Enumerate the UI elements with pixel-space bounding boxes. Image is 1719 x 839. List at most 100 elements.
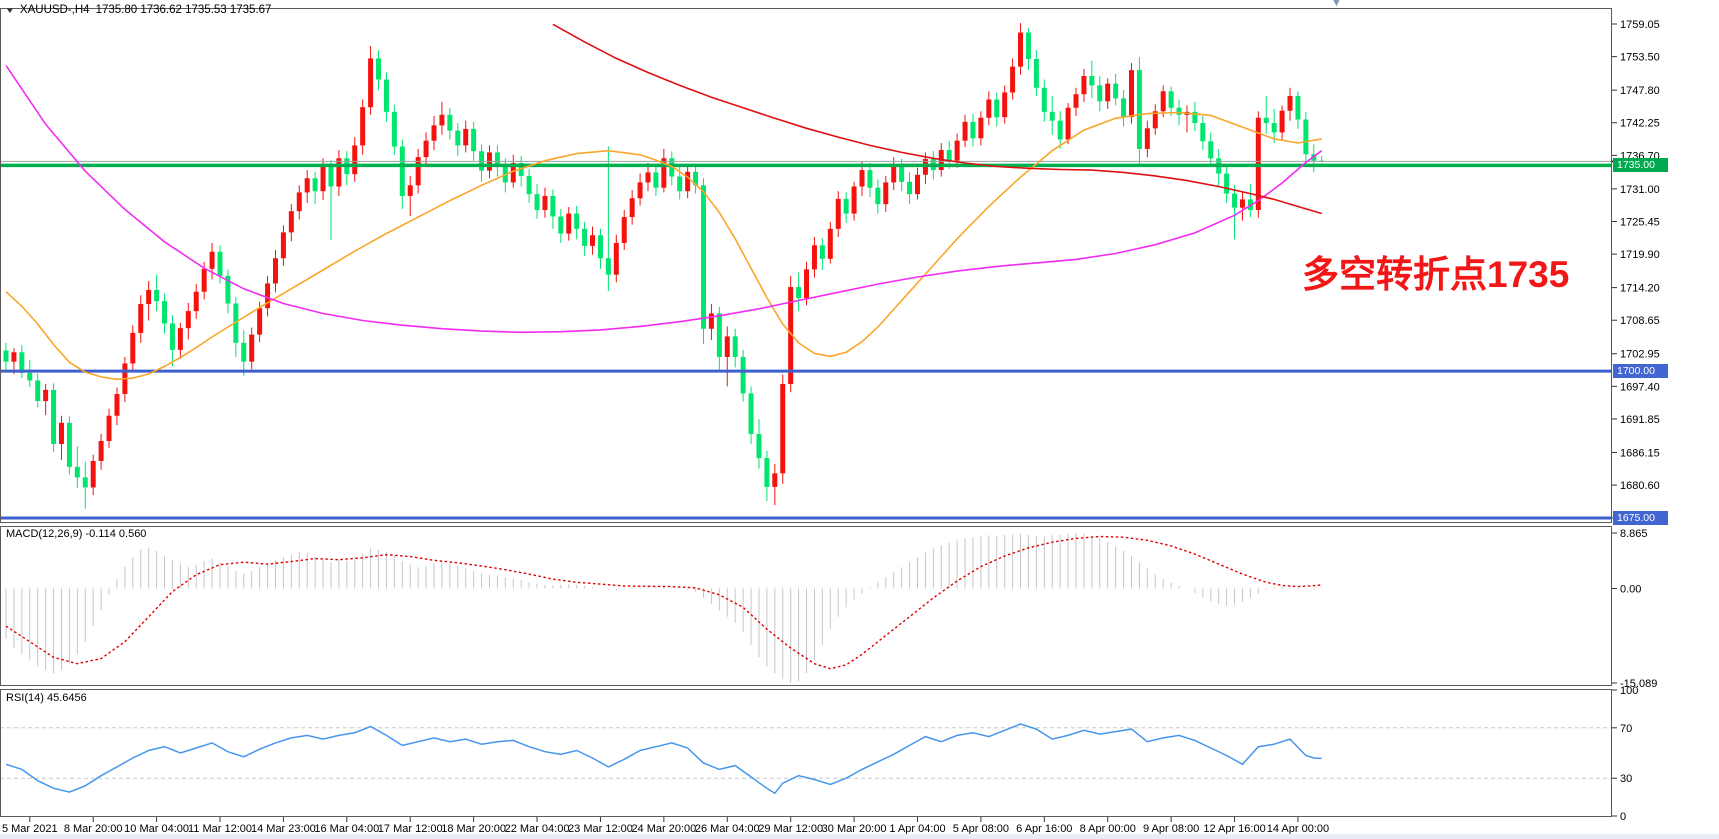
time-axis-label: 10 Mar 04:00 [124, 823, 189, 835]
time-axis-label: 30 Mar 20:00 [822, 823, 887, 835]
candle-body-bull [43, 389, 49, 402]
macd-axis-label: -15.089 [1620, 678, 1657, 690]
candle-body-bear [518, 163, 524, 176]
candle-body-bull [1128, 70, 1134, 118]
macd-panel[interactable] [5, 533, 1323, 683]
candle-body-bull [621, 217, 627, 243]
ma-mid-magenta [5, 64, 1323, 334]
price-badge-1700: 1700.00 [1613, 364, 1668, 379]
rsi-axis-label: 100 [1620, 685, 1638, 697]
candle-body-bull [637, 182, 643, 199]
candle-body-bull [590, 235, 596, 246]
time-axis-label: 11 Mar 12:00 [188, 823, 252, 835]
price-axis-label: 1731.00 [1620, 184, 1660, 196]
candle-body-bear [82, 477, 88, 488]
candle-body-bull [1073, 94, 1079, 108]
candle-body-bull [249, 334, 255, 362]
time-axis-label: 6 Apr 16:00 [1016, 823, 1072, 835]
candle-body-bear [597, 235, 603, 259]
candle-body-bear [526, 175, 532, 195]
price-axis-label: 1747.80 [1620, 85, 1660, 97]
panel-border [0, 526, 1612, 686]
price-axis-label: 1686.15 [1620, 447, 1660, 459]
candle-body-bull [645, 172, 651, 183]
candle-body-bull [201, 268, 207, 292]
candle-body-bear [383, 79, 389, 112]
candle-body-bear [907, 181, 913, 195]
candle-body-bear [225, 275, 231, 304]
price-panel[interactable] [0, 23, 1612, 520]
candle-body-bull [177, 328, 183, 350]
candle-body-bull [1002, 92, 1008, 118]
annotation-text[interactable]: 多空转折点1735 [1302, 254, 1570, 295]
candle-body-bull [772, 473, 778, 487]
candle-body-bull [463, 128, 469, 146]
candle-body-bull [1239, 199, 1245, 208]
candle-body-bull [788, 287, 794, 384]
time-axis-label: 14 Mar 23:00 [251, 823, 316, 835]
price-axis-label: 1697.40 [1620, 381, 1660, 393]
macd-signal-line [5, 535, 1322, 670]
candle-body-bear [1224, 173, 1230, 194]
candle-body-bull [415, 157, 421, 186]
triangle-down-icon[interactable]: ▼ [4, 5, 16, 15]
candle-body-bull [1152, 111, 1158, 129]
candle-body-bear [756, 433, 762, 459]
candle-body-bull [804, 269, 810, 299]
price-axis-label: 1742.25 [1620, 118, 1660, 130]
candle-body-bear [1097, 85, 1103, 102]
candle-body-bear [1025, 32, 1031, 59]
rsi-axis-label: 30 [1620, 773, 1632, 785]
chart-shift-triangle-icon[interactable]: ▼ [1331, 0, 1342, 9]
candle-body-bear [376, 58, 382, 80]
candle-body-bull [1160, 91, 1166, 112]
candle-body-bull [962, 121, 968, 141]
candle-body-bull [296, 192, 302, 212]
candle-body-bull [1287, 95, 1293, 111]
candle-body-bull [510, 163, 516, 183]
candle-body-bear [391, 111, 397, 147]
candle-body-bull [851, 186, 857, 214]
time-axis-label: 14 Apr 00:00 [1267, 823, 1329, 835]
candle-body-bear [946, 150, 952, 161]
candle-body-bull [827, 228, 833, 259]
candle-body-bear [1057, 120, 1063, 140]
rsi-indicator-label: RSI(14) 45.6456 [6, 692, 87, 704]
candle-body-bull [1018, 32, 1024, 67]
candle-body-bear [653, 172, 659, 188]
candle-body-bear [1049, 111, 1055, 121]
candle-body-bear [748, 393, 754, 434]
candle-body-bear [1208, 141, 1214, 159]
candle-body-bull [209, 251, 215, 269]
time-axis-label: 18 Mar 20:00 [441, 823, 506, 835]
candle-body-bear [471, 128, 477, 152]
bottom-scrollbar-strip[interactable] [0, 834, 1719, 839]
candle-body-bear [328, 166, 334, 187]
time-axis-label: 24 Mar 20:00 [631, 823, 696, 835]
candle-body-bear [875, 187, 881, 205]
candle-body-bull [1010, 66, 1016, 93]
candle-body-bear [494, 152, 500, 167]
rsi-panel[interactable] [0, 723, 1612, 795]
candle-body-bear [1200, 123, 1206, 142]
candle-body-bull [954, 140, 960, 161]
price-axis-label: 1725.45 [1620, 216, 1660, 228]
candle-body-bull [138, 304, 144, 333]
time-axis-label: 17 Mar 12:00 [378, 823, 443, 835]
candle-body-bear [693, 171, 699, 186]
time-axis-label: 22 Mar 04:00 [505, 823, 570, 835]
candle-body-bull [1144, 128, 1150, 149]
candle-body-bull [835, 198, 841, 229]
candle-body-bear [867, 170, 873, 188]
candle-body-bear [1192, 111, 1198, 124]
candle-body-bear [399, 146, 405, 196]
candle-body-bear [1113, 83, 1119, 99]
candle-body-bear [716, 313, 722, 357]
time-axis-label: 12 Apr 16:00 [1203, 823, 1265, 835]
candle-body-bear [700, 185, 706, 329]
candle-body-bear [169, 323, 175, 350]
candle-body-bear [843, 198, 849, 214]
candle-body-bear [1271, 123, 1277, 133]
